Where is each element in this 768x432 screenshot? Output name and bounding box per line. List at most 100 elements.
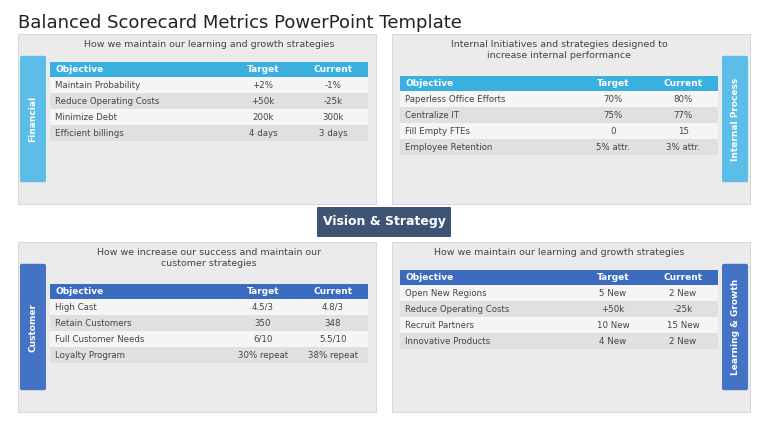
Text: 15: 15 [677,127,689,136]
Text: Centralize IT: Centralize IT [405,111,459,120]
Bar [648,91,718,107]
Text: Financial: Financial [28,96,38,142]
Bar [298,109,368,125]
Text: 3% attr.: 3% attr. [666,143,700,152]
Bar [392,242,750,412]
Bar [50,284,228,299]
Bar [298,284,368,299]
Bar [578,76,648,91]
Text: Current: Current [664,273,703,282]
Text: 4 New: 4 New [600,337,627,346]
Text: Balanced Scorecard Metrics PowerPoint Template: Balanced Scorecard Metrics PowerPoint Te… [18,14,462,32]
Bar [400,76,578,91]
Bar [228,315,298,331]
Bar [228,284,298,299]
Bar [298,93,368,109]
Bar [400,301,578,317]
Text: 300k: 300k [323,112,344,121]
Bar [228,125,298,141]
Text: Reduce Operating Costs: Reduce Operating Costs [55,96,160,105]
Text: Current: Current [664,79,703,88]
Text: Loyalty Program: Loyalty Program [55,350,125,359]
Bar [578,317,648,333]
Text: Paperless Office Efforts: Paperless Office Efforts [405,95,505,104]
Text: 77%: 77% [674,111,693,120]
FancyBboxPatch shape [722,264,748,390]
Bar [648,76,718,91]
Bar [648,333,718,349]
Text: 15 New: 15 New [667,321,700,330]
Bar [228,299,298,315]
Text: Internal Process: Internal Process [730,77,740,161]
Bar [228,331,298,347]
Text: Current: Current [313,287,353,296]
FancyBboxPatch shape [722,56,748,182]
Text: 38% repeat: 38% repeat [308,350,358,359]
Bar [648,301,718,317]
Text: Efficient billings: Efficient billings [55,128,124,137]
Text: How we maintain our learning and growth strategies: How we maintain our learning and growth … [434,248,684,257]
Bar [298,62,368,77]
Text: How we maintain our learning and growth strategies: How we maintain our learning and growth … [84,40,334,49]
Text: 75%: 75% [604,111,623,120]
Bar [50,109,228,125]
Text: Minimize Debt: Minimize Debt [55,112,117,121]
Bar [400,139,578,155]
Bar [648,317,718,333]
Bar [648,139,718,155]
Bar [400,107,578,123]
Bar [298,347,368,363]
Text: Reduce Operating Costs: Reduce Operating Costs [405,305,509,314]
Text: Target: Target [247,65,280,74]
Bar [400,91,578,107]
Text: 30% repeat: 30% repeat [238,350,288,359]
Text: Target: Target [597,79,629,88]
Text: Employee Retention: Employee Retention [405,143,492,152]
FancyBboxPatch shape [20,56,46,182]
Text: 350: 350 [255,318,271,327]
Bar [298,125,368,141]
Bar [50,125,228,141]
Bar [648,107,718,123]
Bar [298,77,368,93]
Bar [228,109,298,125]
Text: 3 days: 3 days [319,128,347,137]
Bar [400,317,578,333]
Text: Fill Empty FTEs: Fill Empty FTEs [405,127,470,136]
Bar [400,123,578,139]
Bar [228,347,298,363]
Bar [50,347,228,363]
Text: Internal Initiatives and strategies designed to
increase internal performance: Internal Initiatives and strategies desi… [451,40,667,60]
Text: Target: Target [597,273,629,282]
Text: 348: 348 [325,318,341,327]
Text: 200k: 200k [253,112,274,121]
Text: High Cast: High Cast [55,302,97,311]
Text: 80%: 80% [674,95,693,104]
Bar [648,270,718,285]
Text: 5% attr.: 5% attr. [596,143,630,152]
Bar [298,315,368,331]
Text: -1%: -1% [325,80,342,89]
Text: Maintain Probability: Maintain Probability [55,80,141,89]
Bar [578,301,648,317]
Bar [50,77,228,93]
Text: 6/10: 6/10 [253,334,273,343]
Text: -25k: -25k [674,305,693,314]
Text: How we increase our success and maintain our
customer strategies: How we increase our success and maintain… [97,248,321,268]
Bar [392,34,750,204]
Bar [298,331,368,347]
FancyBboxPatch shape [317,207,451,237]
Text: 10 New: 10 New [597,321,629,330]
Text: Vision & Strategy: Vision & Strategy [323,216,445,229]
Bar [400,285,578,301]
Bar [648,123,718,139]
Text: 5.5/10: 5.5/10 [319,334,347,343]
Text: -25k: -25k [323,96,343,105]
Text: 4.8/3: 4.8/3 [322,302,344,311]
Text: Recruit Partners: Recruit Partners [405,321,474,330]
Text: Current: Current [313,65,353,74]
Text: +2%: +2% [253,80,273,89]
Text: Objective: Objective [55,287,103,296]
Text: Learning & Growth: Learning & Growth [730,279,740,375]
Text: Innovative Products: Innovative Products [405,337,490,346]
